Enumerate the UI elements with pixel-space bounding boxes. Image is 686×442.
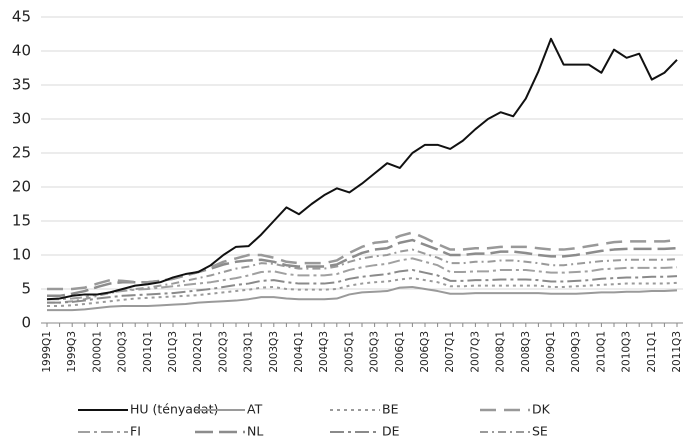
x-tick-label: 2005Q3: [369, 331, 381, 373]
legend-label: NL: [247, 424, 263, 439]
x-tick-label: 2007Q3: [469, 331, 481, 373]
line-series: [47, 285, 678, 312]
y-tick-label: 0: [21, 314, 31, 332]
line-series: [47, 257, 678, 301]
x-tick-label: 2006Q1: [394, 331, 406, 373]
line-series: [47, 277, 678, 307]
y-tick-label: 5: [21, 280, 31, 298]
x-tick-label: 2010Q3: [621, 331, 633, 373]
x-tick-label: 2000Q3: [117, 331, 129, 373]
x-tick-label: 2009Q1: [545, 331, 557, 373]
legend-label: DK: [532, 402, 551, 417]
legend-label: SE: [532, 424, 548, 439]
y-tick-label: 10: [12, 246, 31, 264]
x-tick-label: 2011Q1: [646, 331, 658, 373]
y-tick-label: 30: [12, 110, 31, 128]
legend-label: DE: [382, 424, 400, 439]
legend-label: HU (tényadat): [130, 402, 218, 417]
x-tick-label: 2008Q1: [495, 331, 507, 373]
x-tick-label: 2011Q3: [671, 331, 683, 373]
x-tick-label: 1999Q3: [66, 331, 78, 373]
x-tick-label: 2004Q1: [293, 331, 305, 373]
line-series: [46, 37, 678, 301]
x-tick-label: 2003Q1: [243, 331, 255, 373]
x-tick-label: 2008Q3: [520, 331, 532, 373]
x-tick-label: 2003Q3: [268, 331, 280, 373]
x-tick-label: 2007Q1: [444, 331, 456, 373]
y-tick-label: 40: [12, 42, 31, 60]
y-tick-label: 15: [12, 212, 31, 230]
x-tick-label: 2001Q1: [142, 331, 154, 373]
x-tick-label: 1999Q1: [41, 331, 53, 373]
legend-label: AT: [247, 402, 263, 417]
legend-label: BE: [382, 402, 399, 417]
y-tick-label: 25: [12, 144, 31, 162]
x-tick-label: 2004Q3: [318, 331, 330, 373]
y-tick-label: 45: [12, 8, 31, 26]
x-tick-label: 2006Q3: [419, 331, 431, 373]
legend-label: FI: [130, 424, 141, 439]
x-tick-label: 2009Q3: [570, 331, 582, 373]
x-tick-label: 2010Q1: [595, 331, 607, 373]
line-series: [47, 248, 678, 304]
y-tick-label: 35: [12, 76, 31, 94]
x-tick-label: 2002Q3: [217, 331, 229, 373]
x-tick-label: 2002Q1: [192, 331, 204, 373]
x-tick-label: 2005Q1: [343, 331, 355, 373]
x-tick-label: 2001Q3: [167, 331, 179, 373]
line-series: [47, 268, 678, 304]
y-tick-label: 20: [12, 178, 31, 196]
line-series: [47, 231, 678, 291]
x-tick-label: 2000Q1: [91, 331, 103, 373]
